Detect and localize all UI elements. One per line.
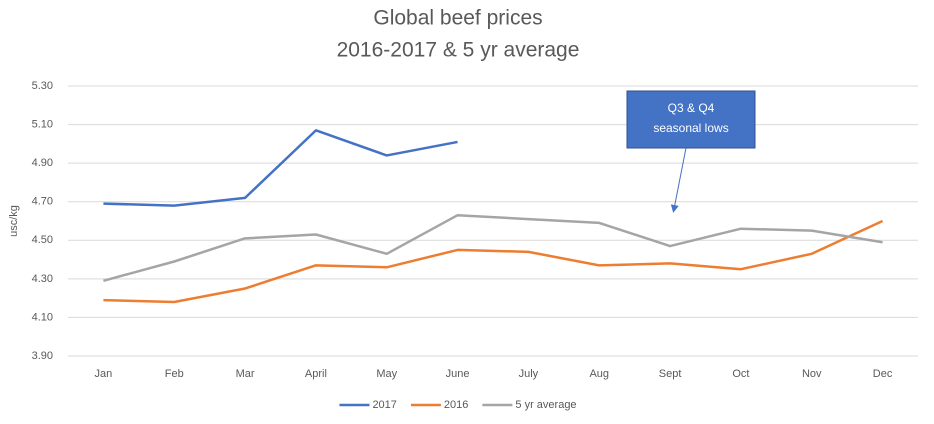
annotation-text: seasonal lows (653, 121, 728, 135)
y-tick-label: 4.10 (32, 311, 53, 323)
x-tick-label: Feb (165, 368, 184, 380)
series-line (103, 219, 884, 304)
x-tick-label: Nov (802, 368, 822, 380)
x-tick-label: Mar (236, 368, 255, 380)
series-line (103, 213, 883, 282)
x-tick-label: Oct (732, 368, 749, 380)
y-tick-label: 5.10 (32, 118, 53, 130)
y-tick-label: 4.70 (32, 196, 53, 208)
legend-label: 2016 (444, 399, 468, 411)
y-tick-label: 3.90 (32, 350, 53, 362)
y-tick-label: 4.30 (32, 273, 53, 285)
legend-label: 2017 (372, 399, 396, 411)
y-tick-label: 5.30 (32, 80, 53, 92)
annotation-box (626, 90, 756, 149)
legend: 2017 2016 5 yr average (339, 399, 577, 411)
y-axis-label: usc/kg (8, 205, 20, 237)
series-line (103, 129, 458, 207)
legend-label: 5 yr average (515, 399, 576, 411)
chart-title: Global beef prices (373, 7, 542, 30)
x-tick-label: April (305, 368, 327, 380)
x-tick-label: Aug (589, 368, 609, 380)
y-tick-label: 4.50 (32, 234, 53, 246)
x-tick-label: July (519, 368, 539, 380)
x-tick-label: Jan (95, 368, 113, 380)
y-tick-label: 4.90 (32, 157, 53, 169)
x-tick-label: Dec (873, 368, 893, 380)
annotation-text: Q3 & Q4 (668, 101, 715, 115)
x-tick-label: June (446, 368, 470, 380)
chart-title: 2016-2017 & 5 yr average (337, 39, 580, 62)
annotation-arrow (670, 147, 687, 213)
x-tick-label: May (376, 368, 397, 380)
x-tick-label: Sept (659, 368, 682, 380)
